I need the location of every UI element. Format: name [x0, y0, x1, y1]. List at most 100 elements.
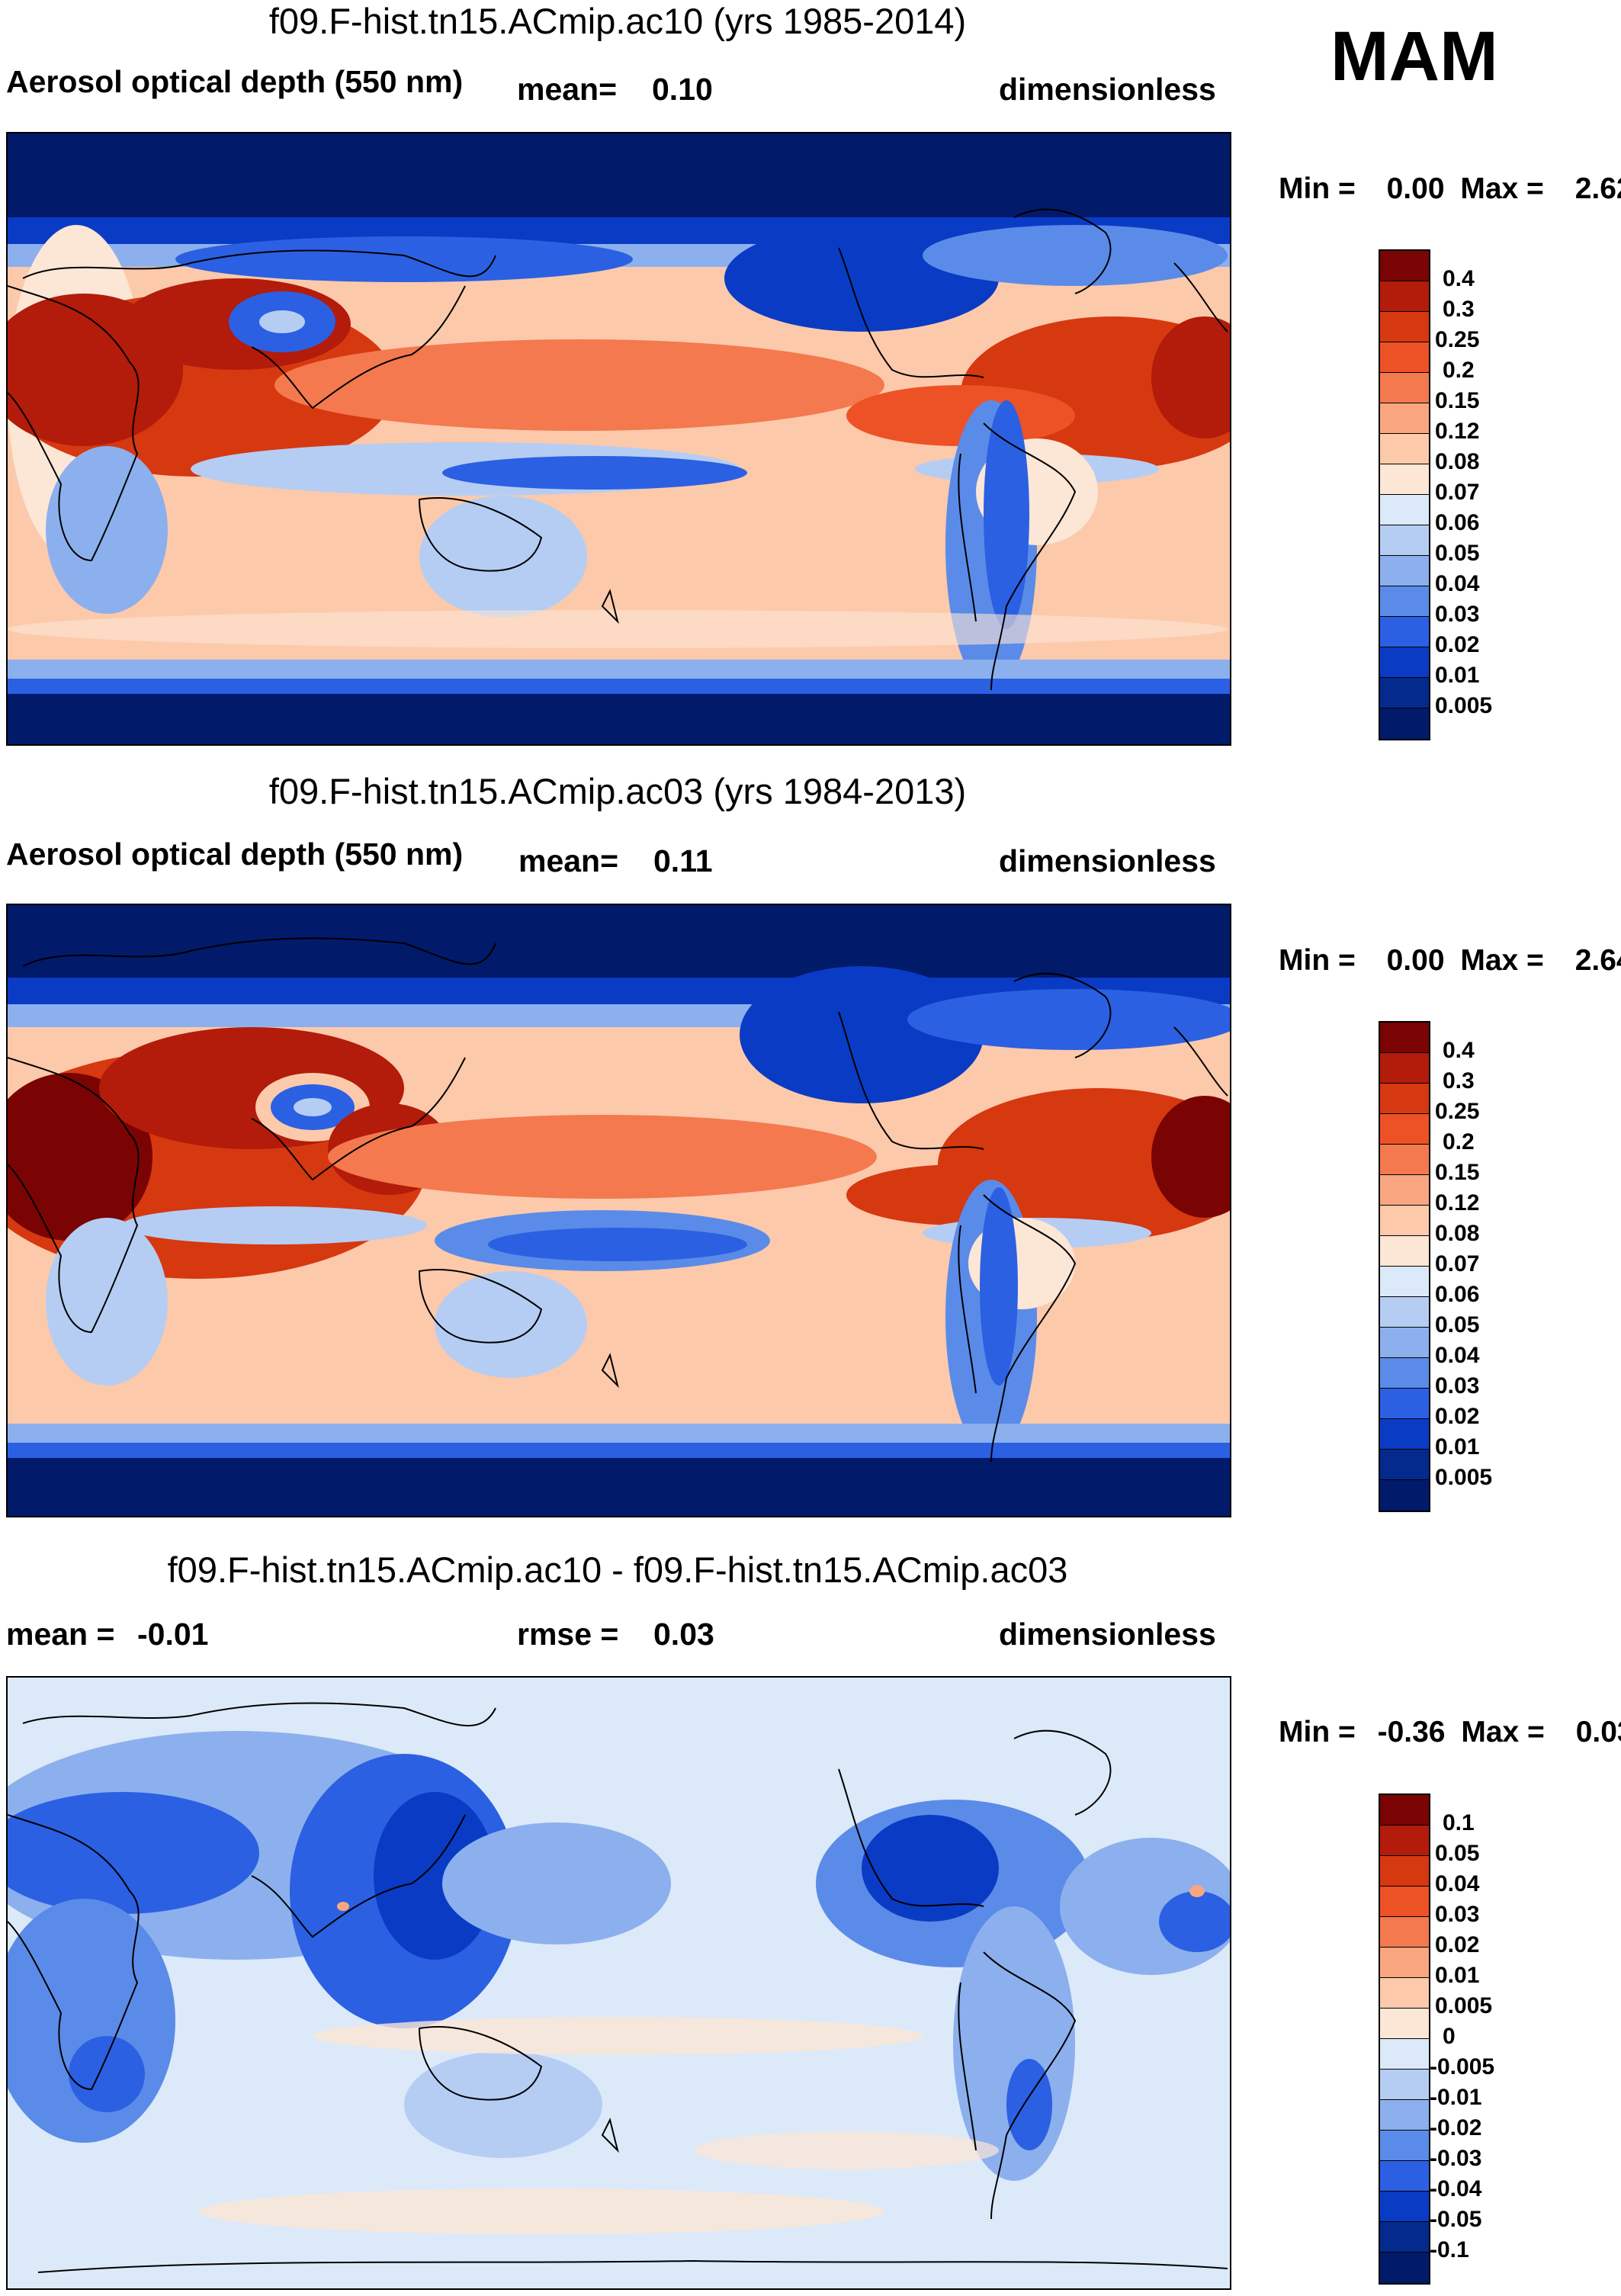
colorbar-tick-label: 0.03	[1435, 602, 1480, 627]
colorbar-swatch	[1380, 1053, 1429, 1084]
colorbar-swatch	[1380, 434, 1429, 464]
colorbar-tick-label: -0.04	[1430, 2176, 1482, 2201]
colorbar-tick-label: 0.05	[1435, 1841, 1480, 1866]
colorbar-tick-label: 0.07	[1435, 480, 1480, 505]
panel2-units: dimensionless	[999, 843, 1216, 878]
colorbar-tick-label: 0.01	[1435, 1963, 1480, 1988]
panel2-min-label: Min =	[1279, 944, 1356, 977]
colorbar-swatch	[1380, 1887, 1429, 1917]
colorbar-tick-label: 0.02	[1435, 632, 1480, 657]
panel3-max-value: 0.03	[1575, 1716, 1621, 1748]
colorbar-swatch	[1380, 2253, 1429, 2283]
colorbar-swatch	[1380, 525, 1429, 556]
colorbar-swatch	[1380, 1480, 1429, 1511]
colorbar-swatch	[1380, 342, 1429, 373]
panel1-mean-label: mean=	[517, 72, 618, 107]
panel3-mean-value: -0.01	[137, 1617, 209, 1652]
colorbar-tick-label: 0.08	[1435, 449, 1480, 474]
panel1-minmax: Min = 0.00 Max = 2.62	[1279, 172, 1621, 206]
colorbar-tick-label: 0.03	[1435, 1902, 1480, 1927]
colorbar-swatch	[1380, 678, 1429, 708]
panel2-max-label: Max =	[1460, 944, 1544, 977]
colorbar-tick-label: -0.01	[1430, 2085, 1482, 2110]
colorbar-tick-label: 0.2	[1443, 358, 1475, 383]
colorbar-swatch	[1380, 495, 1429, 525]
colorbar-tick-label: 0.02	[1435, 1932, 1480, 1957]
colorbar-swatch	[1380, 1297, 1429, 1328]
colorbar-swatch	[1380, 2100, 1429, 2131]
colorbar-tick-label: -0.05	[1430, 2207, 1482, 2232]
colorbar-tick-label: 0.12	[1435, 1190, 1480, 1215]
colorbar-swatch	[1380, 1084, 1429, 1114]
colorbar-swatch	[1380, 1795, 1429, 1826]
colorbar-tick-label: 0.005	[1435, 1465, 1493, 1490]
panel3-map	[6, 1676, 1231, 2290]
colorbar-tick-label: 0.02	[1435, 1404, 1480, 1429]
panel3-min-value: -0.36	[1377, 1716, 1446, 1748]
colorbar-swatch	[1380, 1206, 1429, 1236]
colorbar-swatch	[1380, 2039, 1429, 2070]
colorbar-swatch	[1380, 647, 1429, 678]
colorbar-swatch	[1380, 1175, 1429, 1206]
colorbar-tick-label: 0.07	[1435, 1251, 1480, 1276]
colorbar-swatch	[1380, 556, 1429, 586]
colorbar-swatch	[1380, 1826, 1429, 1856]
colorbar-tick-label: 0.04	[1435, 571, 1480, 596]
colorbar-tick-label: 0.04	[1435, 1343, 1480, 1368]
colorbar-swatch	[1380, 1419, 1429, 1450]
colorbar-swatch	[1380, 1978, 1429, 2009]
colorbar-swatch	[1380, 1856, 1429, 1887]
colorbar-tick-label: -0.1	[1430, 2237, 1469, 2262]
colorbar-tick-label: 0.005	[1435, 693, 1493, 718]
colorbar-swatch	[1380, 312, 1429, 342]
panel1-map	[6, 132, 1231, 746]
panel2-title: f09.F-hist.tn15.ACmip.ac03 (yrs 1984-201…	[268, 771, 967, 811]
panel1-colorbar	[1379, 249, 1430, 740]
colorbar-swatch	[1380, 2161, 1429, 2192]
panel2-mean-label: mean=	[518, 843, 619, 878]
panel3-minmax: Min = -0.36 Max = 0.03	[1279, 1716, 1621, 1749]
colorbar-tick-label: 0.01	[1435, 663, 1480, 688]
colorbar-swatch	[1380, 373, 1429, 403]
colorbar-tick-label: 0.06	[1435, 1282, 1480, 1307]
colorbar-tick-label: 0.4	[1443, 1038, 1475, 1063]
panel1-title: f09.F-hist.tn15.ACmip.ac10 (yrs 1985-201…	[268, 1, 967, 41]
colorbar-tick-label: 0.3	[1443, 297, 1475, 322]
panel3-colorbar	[1379, 1793, 1430, 2285]
panel1-max-value: 2.62	[1574, 172, 1621, 205]
colorbar-tick-label: 0.06	[1435, 510, 1480, 535]
colorbar-tick-label: 0	[1443, 2024, 1456, 2049]
colorbar-swatch	[1380, 1145, 1429, 1175]
colorbar-tick-label: 0.2	[1443, 1129, 1475, 1154]
colorbar-swatch	[1380, 1450, 1429, 1480]
colorbar-swatch	[1380, 1328, 1429, 1358]
panel1-aod-field	[8, 133, 1230, 744]
colorbar-tick-label: 0.3	[1443, 1068, 1475, 1093]
colorbar-swatch	[1380, 281, 1429, 312]
panel3-diff-field	[8, 1678, 1230, 2288]
colorbar-tick-label: 0.01	[1435, 1434, 1480, 1459]
colorbar-tick-label: -0.005	[1430, 2054, 1495, 2079]
colorbar-swatch	[1380, 1114, 1429, 1145]
colorbar-swatch	[1380, 464, 1429, 495]
panel2-min-value: 0.00	[1386, 944, 1445, 977]
colorbar-swatch	[1380, 2222, 1429, 2253]
panel1-min-value: 0.00	[1386, 172, 1445, 205]
colorbar-tick-label: -0.03	[1430, 2146, 1482, 2171]
colorbar-tick-label: 0.05	[1435, 1312, 1480, 1337]
colorbar-swatch	[1380, 2192, 1429, 2222]
panel3-rmse-value: 0.03	[653, 1617, 714, 1652]
colorbar-tick-label: -0.02	[1430, 2115, 1482, 2140]
colorbar-tick-label: 0.005	[1435, 1993, 1493, 2018]
colorbar-tick-label: 0.12	[1435, 419, 1480, 444]
colorbar-tick-label: 0.1	[1443, 1810, 1475, 1835]
colorbar-tick-label: 0.04	[1435, 1871, 1480, 1896]
panel3-units: dimensionless	[999, 1617, 1216, 1652]
colorbar-swatch	[1380, 2070, 1429, 2100]
panel1-units: dimensionless	[999, 72, 1216, 107]
panel3-title: f09.F-hist.tn15.ACmip.ac10 - f09.F-hist.…	[167, 1549, 1068, 1590]
colorbar-tick-label: 0.4	[1443, 266, 1475, 291]
panel2-map	[6, 904, 1231, 1517]
panel1-min-label: Min =	[1279, 172, 1356, 205]
colorbar-swatch	[1380, 2009, 1429, 2039]
